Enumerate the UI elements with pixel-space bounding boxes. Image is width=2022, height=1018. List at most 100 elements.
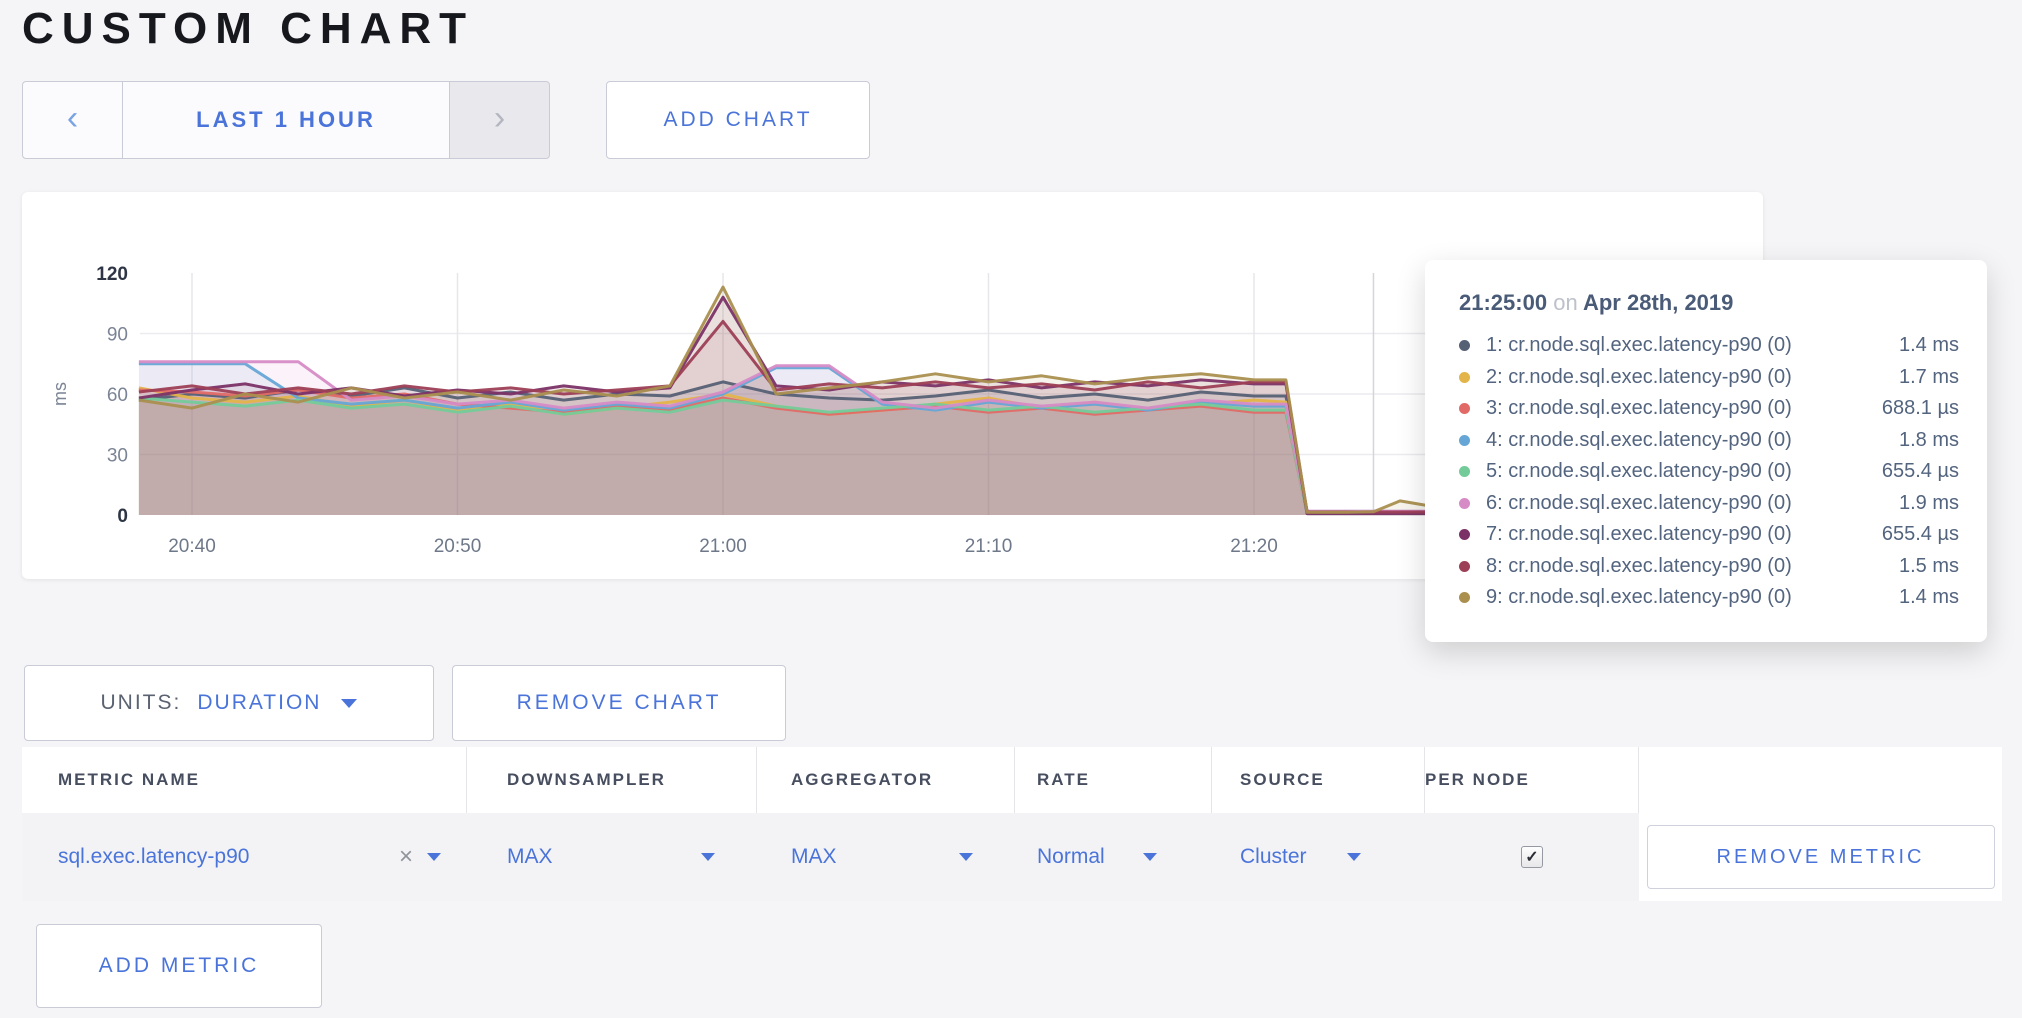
column-header-downsampler: DOWNSAMPLER	[467, 747, 757, 813]
metric-name-cell: sql.exec.latency-p90 ×	[22, 813, 467, 901]
tooltip-series-value: 1.8 ms	[1898, 428, 1959, 451]
tooltip-series-label: 8: cr.node.sql.exec.latency-p90 (0)	[1486, 554, 1792, 577]
per-node-checkbox[interactable]: ✓	[1521, 846, 1543, 868]
dropdown-arrow-icon	[341, 698, 358, 708]
tooltip-series-label: 7: cr.node.sql.exec.latency-p90 (0)	[1486, 523, 1792, 546]
column-header-per-node: PER NODE	[1425, 747, 1639, 813]
series-area-9	[138, 287, 1520, 515]
tooltip-row: 7: cr.node.sql.exec.latency-p90 (0) 655.4…	[1459, 519, 1959, 551]
rate-cell: Normal	[1015, 813, 1212, 901]
aggregator-cell: MAX	[757, 813, 1015, 901]
tooltip-row: 6: cr.node.sql.exec.latency-p90 (0) 1.9 m…	[1459, 488, 1959, 520]
tooltip-row: 1: cr.node.sql.exec.latency-p90 (0) 1.4 m…	[1459, 330, 1959, 362]
downsampler-select[interactable]: MAX	[507, 845, 553, 868]
tooltip-series-label: 3: cr.node.sql.exec.latency-p90 (0)	[1486, 397, 1792, 420]
remove-chart-button[interactable]: REMOVE CHART	[452, 665, 786, 741]
metric-name-link[interactable]: sql.exec.latency-p90	[58, 845, 250, 868]
series-area-5	[138, 398, 1520, 515]
units-value: DURATION	[197, 691, 322, 714]
tooltip-series-label: 2: cr.node.sql.exec.latency-p90 (0)	[1486, 365, 1792, 388]
time-forward-button[interactable]: ›	[449, 81, 550, 159]
series-color-dot-icon	[1459, 340, 1470, 352]
downsampler-arrow-icon[interactable]	[701, 853, 715, 861]
x-axis-tick-label: 20:50	[434, 536, 482, 557]
y-axis-tick-label: 120	[96, 264, 128, 285]
source-arrow-icon[interactable]	[1346, 853, 1361, 861]
time-back-button[interactable]: ‹	[22, 81, 123, 159]
column-header-rate: RATE	[1015, 747, 1212, 813]
source-select[interactable]: Cluster	[1240, 845, 1307, 868]
series-color-dot-icon	[1459, 529, 1470, 541]
metric-dropdown-arrow-icon[interactable]	[427, 853, 441, 861]
add-metric-button[interactable]: ADD METRIC	[36, 924, 322, 1008]
time-range-button[interactable]: LAST 1 HOUR	[122, 81, 450, 159]
tooltip-series-label: 5: cr.node.sql.exec.latency-p90 (0)	[1486, 460, 1792, 483]
units-label: UNITS:	[100, 691, 182, 714]
actions-cell: REMOVE METRIC	[1639, 813, 2002, 901]
tooltip-series-label: 1: cr.node.sql.exec.latency-p90 (0)	[1486, 334, 1792, 357]
chevron-left-icon: ‹	[66, 99, 79, 137]
tooltip-row: 3: cr.node.sql.exec.latency-p90 (0) 688.1…	[1459, 393, 1959, 425]
tooltip-on-word: on	[1553, 290, 1578, 315]
metric-table-row: sql.exec.latency-p90 × MAX MAX Normal Cl…	[22, 813, 2002, 901]
series-color-dot-icon	[1459, 497, 1470, 509]
column-header-actions	[1639, 747, 2002, 813]
aggregator-arrow-icon[interactable]	[959, 853, 973, 861]
tooltip-row: 2: cr.node.sql.exec.latency-p90 (0) 1.7 m…	[1459, 362, 1959, 394]
metrics-table-header: METRIC NAME DOWNSAMPLER AGGREGATOR RATE …	[22, 747, 2002, 813]
rate-arrow-icon[interactable]	[1142, 853, 1157, 861]
rate-select[interactable]: Normal	[1037, 845, 1105, 868]
units-dropdown[interactable]: UNITS: DURATION	[24, 665, 434, 741]
x-axis-tick-label: 20:40	[168, 536, 216, 557]
series-color-dot-icon	[1459, 371, 1470, 383]
y-axis-tick-label: 60	[107, 385, 128, 406]
y-axis-tick-label: 30	[107, 446, 128, 467]
chart-tooltip: 21:25:00 on Apr 28th, 2019 1: cr.node.sq…	[1425, 260, 1987, 642]
series-area-8	[138, 321, 1520, 515]
y-axis-tick-label: 90	[107, 325, 128, 346]
clear-metric-icon[interactable]: ×	[398, 843, 413, 870]
tooltip-series-value: 655.4 µs	[1881, 523, 1959, 546]
series-area-2	[138, 387, 1520, 515]
tooltip-series-value: 688.1 µs	[1881, 397, 1959, 420]
series-color-dot-icon	[1459, 592, 1470, 604]
tooltip-series-value: 1.7 ms	[1898, 365, 1959, 388]
source-cell: Cluster	[1212, 813, 1425, 901]
y-axis-unit-label: ms	[50, 382, 70, 406]
series-color-dot-icon	[1459, 434, 1470, 446]
tooltip-series-label: 6: cr.node.sql.exec.latency-p90 (0)	[1486, 491, 1792, 514]
column-header-aggregator: AGGREGATOR	[757, 747, 1015, 813]
tooltip-series-label: 4: cr.node.sql.exec.latency-p90 (0)	[1486, 428, 1792, 451]
column-header-source: SOURCE	[1212, 747, 1425, 813]
series-color-dot-icon	[1459, 560, 1470, 572]
remove-metric-button[interactable]: REMOVE METRIC	[1646, 825, 1995, 889]
aggregator-select[interactable]: MAX	[791, 845, 837, 868]
tooltip-row: 8: cr.node.sql.exec.latency-p90 (0) 1.5 m…	[1459, 551, 1959, 583]
series-color-dot-icon	[1459, 403, 1470, 415]
tooltip-time: 21:25:00	[1459, 290, 1548, 315]
series-area-1	[138, 381, 1520, 515]
series-area-6	[138, 361, 1520, 515]
chart-card: 030609012020:4020:5021:0021:1021:2021:30…	[22, 192, 1763, 579]
series-line-9	[138, 285, 1520, 514]
tooltip-series-value: 1.9 ms	[1898, 491, 1959, 514]
series-area-3	[138, 390, 1520, 515]
add-chart-button[interactable]: ADD CHART	[606, 81, 870, 159]
chevron-right-icon: ›	[493, 99, 506, 137]
downsampler-cell: MAX	[467, 813, 757, 901]
series-color-dot-icon	[1459, 466, 1470, 478]
time-range-selector: ‹ LAST 1 HOUR ›	[22, 81, 550, 159]
tooltip-series-list: 1: cr.node.sql.exec.latency-p90 (0) 1.4 m…	[1459, 330, 1959, 614]
x-axis-tick-label: 21:00	[699, 536, 747, 557]
tooltip-series-label: 9: cr.node.sql.exec.latency-p90 (0)	[1486, 586, 1792, 609]
series-area-4	[138, 363, 1520, 515]
latency-chart[interactable]: 030609012020:4020:5021:0021:1021:2021:30…	[22, 192, 1763, 579]
tooltip-row: 4: cr.node.sql.exec.latency-p90 (0) 1.8 m…	[1459, 425, 1959, 457]
y-axis-tick-label: 0	[117, 506, 128, 527]
tooltip-row: 9: cr.node.sql.exec.latency-p90 (0) 1.4 m…	[1459, 582, 1959, 614]
x-axis-tick-label: 21:10	[965, 536, 1013, 557]
tooltip-series-value: 1.4 ms	[1898, 334, 1959, 357]
tooltip-series-value: 655.4 µs	[1881, 460, 1959, 483]
x-axis-tick-label: 21:20	[1230, 536, 1278, 557]
